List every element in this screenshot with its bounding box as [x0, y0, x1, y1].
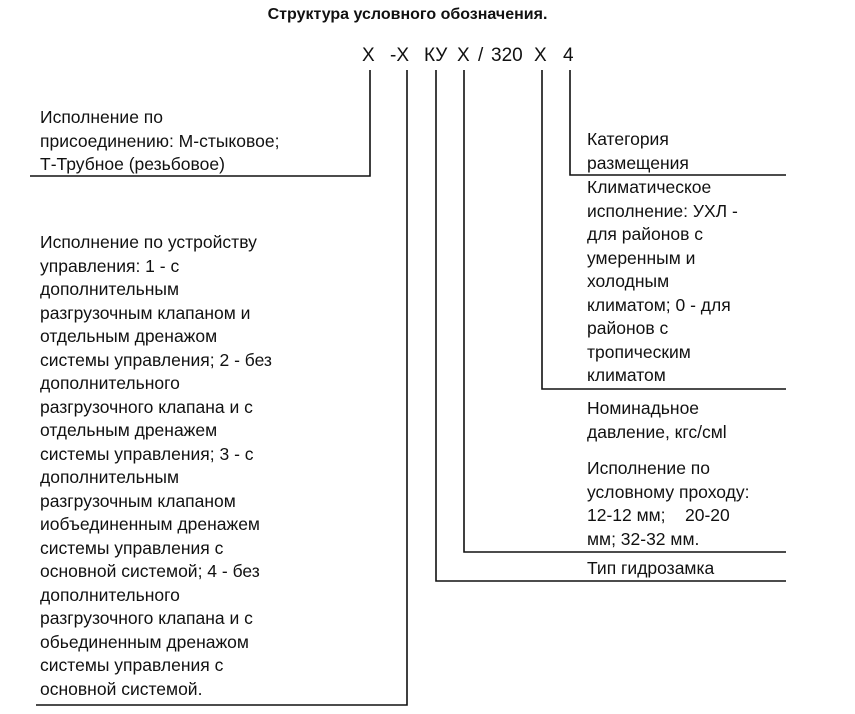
category-description: Категория размещения	[587, 129, 689, 173]
bore-description: Исполнение по условному проходу: 12-12 м…	[587, 458, 750, 549]
code-part-ku: КУ	[424, 45, 448, 66]
leader-connection	[30, 70, 371, 177]
control-description: Исполнение по устройству управления: 1 -…	[40, 232, 272, 699]
code-part-pressure: 320	[491, 45, 523, 66]
code-part-bore: Х	[457, 45, 470, 66]
leader-control	[36, 70, 408, 706]
code-part-control: -Х	[390, 45, 409, 66]
climate-description: Климатическое исполнение: УХЛ - для райо…	[587, 177, 738, 385]
leader-category	[569, 70, 786, 176]
code-part-connection: Х	[362, 45, 375, 66]
leader-lock-type	[435, 70, 786, 582]
code-part-climate: Х	[534, 45, 547, 66]
leader-climate	[541, 70, 786, 390]
diagram-title: Структура условного обозначения.	[267, 6, 548, 23]
leader-bore	[463, 70, 786, 553]
pressure-description: Номинадьное давление, кгс/смl	[587, 398, 727, 442]
lock-type-description: Тип гидрозамка	[587, 558, 715, 578]
code-part-category: 4	[563, 45, 574, 66]
connection-description: Исполнение по присоединению: М-стыковое;…	[40, 107, 280, 174]
code-part-slash: /	[478, 45, 484, 66]
